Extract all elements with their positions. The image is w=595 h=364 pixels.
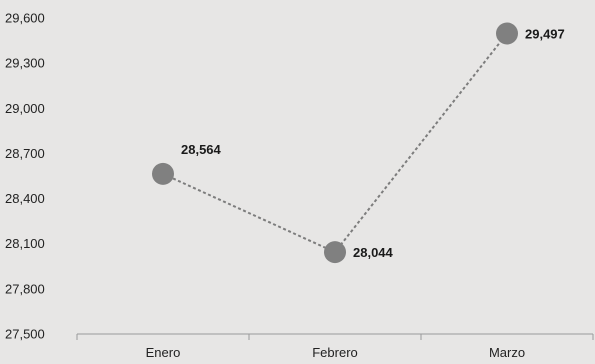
data-label: 29,497 — [525, 26, 565, 41]
x-axis-ticks — [76, 334, 594, 340]
y-axis-tick-label: 29,600 — [5, 11, 45, 26]
y-axis-tick-label: 29,000 — [5, 101, 45, 116]
data-labels: 28,564 28,044 29,497 — [181, 26, 565, 260]
x-axis-tick-labels: Enero Febrero Marzo — [146, 345, 525, 360]
data-point — [496, 22, 518, 45]
x-axis-tick-label: Enero — [146, 345, 181, 360]
y-axis-tick-label: 28,400 — [5, 191, 45, 206]
y-axis-tick-label: 27,800 — [5, 281, 45, 296]
data-label: 28,564 — [181, 142, 222, 157]
data-point — [324, 241, 346, 264]
data-points — [152, 22, 518, 264]
data-label: 28,044 — [353, 245, 394, 260]
data-point — [152, 162, 174, 185]
y-axis-tick-labels: 27,500 27,800 28,100 28,400 28,700 29,000 29,3… — [5, 11, 45, 342]
y-axis-tick-label: 27,500 — [5, 327, 45, 342]
y-axis-tick-label: 28,700 — [5, 146, 45, 161]
x-axis-tick-label: Marzo — [489, 345, 525, 360]
y-axis-tick-label: 29,300 — [5, 56, 45, 71]
y-axis-tick-label: 28,100 — [5, 236, 45, 251]
x-axis-tick-label: Febrero — [312, 345, 358, 360]
